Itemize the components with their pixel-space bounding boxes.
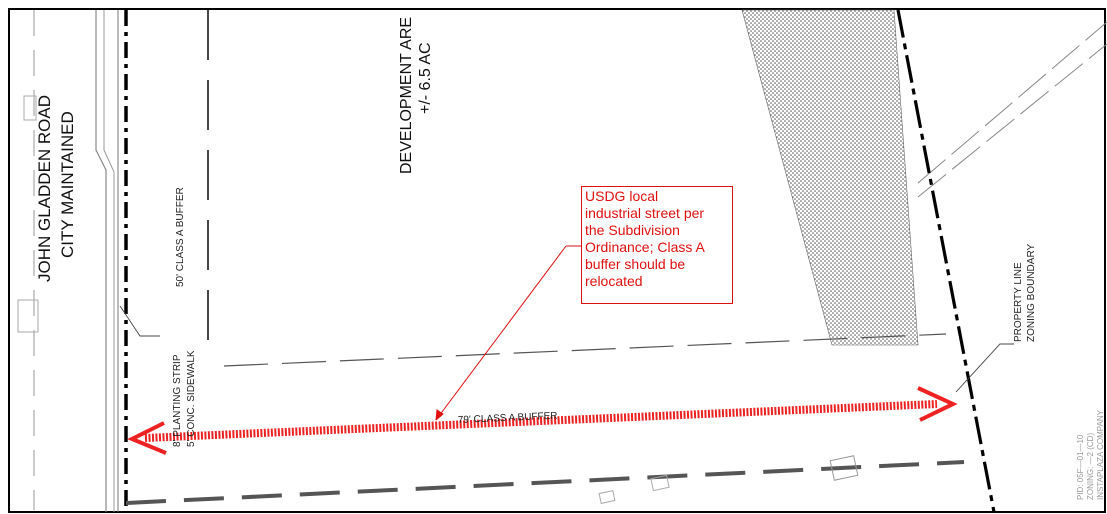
buffer-bottom-label: 79' CLASS A BUFFER	[458, 411, 558, 426]
review-comment-box: USDG local industrial street per the Sub…	[581, 186, 733, 304]
building-shape-c	[598, 490, 616, 504]
pid-owner-label: INSTAPLAZA COMPANY	[1096, 409, 1105, 500]
road-name-label: JOHN GLADDEN ROAD	[35, 95, 54, 282]
sidewalk-label: 5' CONC. SIDEWALK	[186, 350, 197, 447]
measure-arrow-shaft	[144, 400, 938, 442]
left-edge-feature-b	[17, 299, 39, 333]
drawing-frame	[8, 8, 1106, 513]
property-leader	[955, 343, 1014, 393]
buffer-line-upper	[223, 333, 947, 367]
note-leader-line	[435, 245, 567, 421]
pid-label: PID: 05F—01—10	[1076, 434, 1085, 500]
note-leader-arrowhead	[435, 409, 444, 421]
planting-strip-label: 8' PLANTING STRIP	[172, 354, 183, 447]
property-line-label: PROPERTY LINE	[1013, 262, 1024, 342]
property-line	[896, 9, 996, 513]
development-area-label: DEVELOPMENT ARE	[398, 17, 415, 174]
road-edge-b	[103, 10, 115, 512]
hatched-area	[741, 9, 919, 346]
left-edge-feature-a	[23, 95, 37, 121]
building-shape-a	[829, 455, 859, 481]
buffer-top-label: 50' CLASS A BUFFER	[175, 187, 186, 287]
building-shape-b	[650, 474, 670, 492]
measure-arrowhead-right	[917, 386, 958, 422]
road-edge-a	[95, 10, 107, 512]
measure-arrowhead-left	[127, 421, 167, 455]
zoning-boundary-label: ZONING BOUNDARY	[1026, 244, 1037, 342]
buffer-line-lower	[125, 460, 965, 505]
easement-line-b	[917, 43, 1107, 198]
road-maintenance-label: CITY MAINTAINED	[58, 111, 77, 258]
pid-zoning-label: ZONING: —2 (CD)	[1086, 433, 1095, 500]
development-acreage-label: +/- 6.5 AC	[417, 42, 434, 114]
easement-line-a	[917, 21, 1107, 184]
sidewalk-leader	[119, 305, 160, 337]
